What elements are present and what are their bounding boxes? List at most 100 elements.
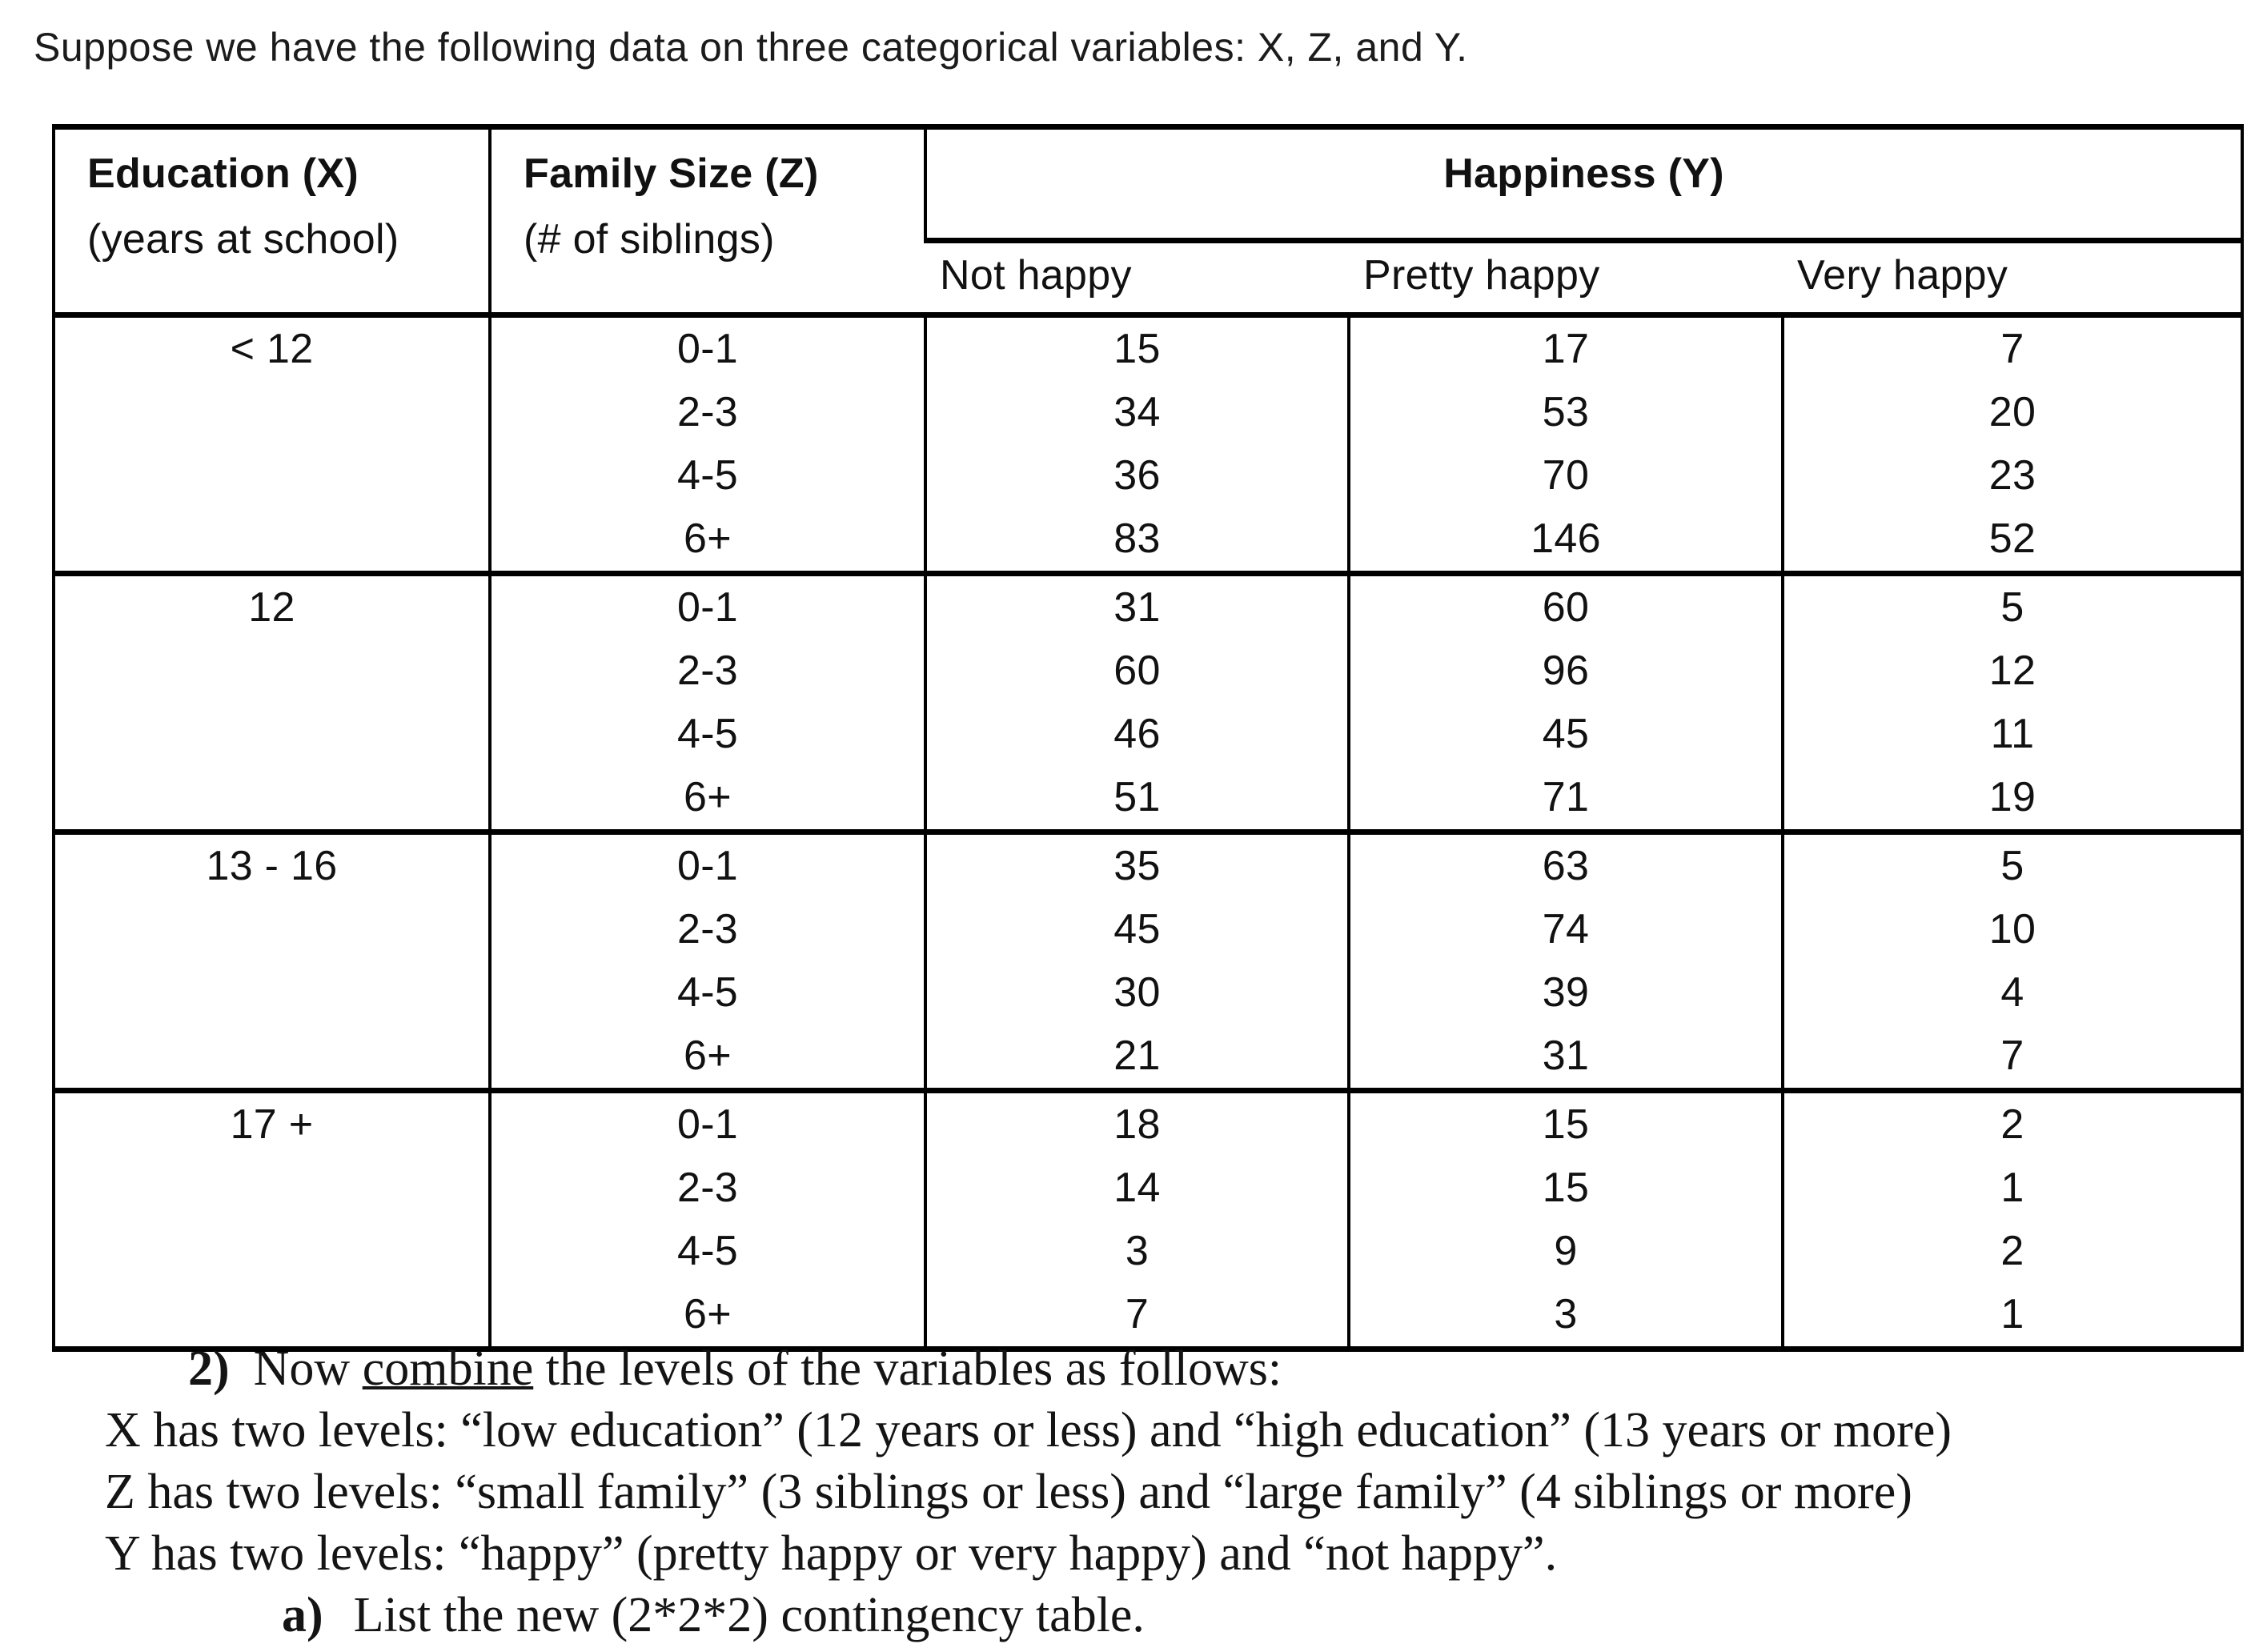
family-size-value: 2-3 xyxy=(676,1165,739,1211)
family-size-header-title: Family Size (Z) xyxy=(524,150,819,197)
family-size-value: 2-3 xyxy=(676,389,739,435)
count-value: 31 xyxy=(1542,1032,1590,1079)
count-value: 19 xyxy=(1988,774,2036,820)
count-value: 39 xyxy=(1542,969,1590,1016)
count-value: 63 xyxy=(1542,843,1590,889)
count-value: 146 xyxy=(1531,515,1601,562)
happiness-levels-row: Not happy Pretty happy Very happy xyxy=(54,240,2243,318)
education-value: < 12 xyxy=(230,326,314,372)
z-levels-line: Z has two levels: “small family” (3 sibl… xyxy=(105,1465,1912,1519)
count-value: 31 xyxy=(1113,584,1161,631)
count-value: 60 xyxy=(1542,584,1590,631)
pretty-happy-cell: 63 74 39 31 xyxy=(1347,832,1783,1093)
count-value: 14 xyxy=(1113,1165,1161,1211)
intro-text: Suppose we have the following data on th… xyxy=(34,25,1468,70)
happiness-header-cell: Happiness (Y) xyxy=(923,126,2243,243)
count-value: 45 xyxy=(1542,711,1590,757)
sub-item-text: List the new (2*2*2) contingency table. xyxy=(353,1588,1145,1642)
pretty-happy-cell: 17 53 70 146 xyxy=(1347,315,1783,576)
education-cell: 17 + xyxy=(54,1090,490,1352)
very-happy-cell: 2 1 2 1 xyxy=(1780,1090,2243,1352)
count-value: 30 xyxy=(1113,969,1161,1016)
family-size-value: 6+ xyxy=(684,1291,732,1337)
item-text-post: the levels of the variables as follows: xyxy=(533,1341,1282,1396)
count-value: 5 xyxy=(2000,584,2024,631)
count-value: 34 xyxy=(1113,389,1161,435)
education-value: 17 + xyxy=(230,1101,314,1148)
count-value: 7 xyxy=(1125,1291,1150,1337)
table-row-education-13-16: 13 - 16 0-1 2-3 4-5 6+ 35 45 30 21 63 74… xyxy=(54,832,2243,1093)
family-size-value: 6+ xyxy=(684,774,732,820)
pretty-happy-column-header: Pretty happy xyxy=(1349,240,1783,318)
family-size-value: 6+ xyxy=(684,1032,732,1079)
count-value: 2 xyxy=(2000,1101,2024,1148)
count-value: 35 xyxy=(1113,843,1161,889)
count-value: 9 xyxy=(1554,1228,1578,1274)
family-size-value: 6+ xyxy=(684,515,732,562)
family-size-value: 0-1 xyxy=(676,326,739,372)
y-levels-line: Y has two levels: “happy” (pretty happy … xyxy=(105,1526,1558,1581)
family-size-header-subtitle: (# of siblings) xyxy=(524,216,775,263)
sub-item-label: a) xyxy=(282,1588,323,1642)
count-value: 1 xyxy=(2000,1165,2024,1211)
education-cell: < 12 xyxy=(54,315,490,576)
count-value: 74 xyxy=(1542,906,1590,952)
contingency-table: Education (X) (years at school) Family S… xyxy=(52,124,2245,1352)
problem-text-block: 2) Now combine the levels of the variable… xyxy=(0,1338,2251,1646)
count-value: 20 xyxy=(1988,389,2036,435)
combine-underlined-word: combine xyxy=(362,1341,534,1396)
very-happy-cell: 5 12 11 19 xyxy=(1780,573,2243,835)
happiness-header-title: Happiness (Y) xyxy=(1443,150,1724,197)
count-value: 4 xyxy=(2000,969,2024,1016)
family-size-value: 4-5 xyxy=(676,969,739,1016)
education-header-cell: Education (X) (years at school) xyxy=(54,126,490,318)
family-size-cell: 0-1 2-3 4-5 6+ xyxy=(488,832,925,1093)
education-header-subtitle: (years at school) xyxy=(87,216,399,263)
count-value: 10 xyxy=(1988,906,2036,952)
education-cell: 13 - 16 xyxy=(54,832,490,1093)
family-size-value: 4-5 xyxy=(676,711,739,757)
count-value: 23 xyxy=(1988,452,2036,499)
education-value: 12 xyxy=(248,584,295,631)
table-row-education-lt12: < 12 0-1 2-3 4-5 6+ 15 34 36 83 17 53 70 xyxy=(54,315,2243,576)
count-value: 5 xyxy=(2000,843,2024,889)
education-value: 13 - 16 xyxy=(206,843,338,889)
x-levels-line: X has two levels: “low education” (12 ye… xyxy=(105,1403,1952,1458)
count-value: 45 xyxy=(1113,906,1161,952)
count-value: 3 xyxy=(1554,1291,1578,1337)
pretty-happy-cell: 15 15 9 3 xyxy=(1347,1090,1783,1352)
count-value: 17 xyxy=(1542,326,1590,372)
count-value: 83 xyxy=(1113,515,1161,562)
not-happy-cell: 18 14 3 7 xyxy=(924,1090,1349,1352)
count-value: 3 xyxy=(1125,1228,1150,1274)
not-happy-cell: 15 34 36 83 xyxy=(924,315,1349,576)
count-value: 2 xyxy=(2000,1228,2024,1274)
not-happy-cell: 31 60 46 51 xyxy=(924,573,1349,835)
family-size-cell: 0-1 2-3 4-5 6+ xyxy=(488,1090,925,1352)
count-value: 70 xyxy=(1542,452,1590,499)
not-happy-column-header: Not happy xyxy=(925,240,1349,318)
very-happy-column-header: Very happy xyxy=(1783,240,2243,318)
not-happy-cell: 35 45 30 21 xyxy=(924,832,1349,1093)
family-size-value: 4-5 xyxy=(676,1228,739,1274)
count-value: 21 xyxy=(1113,1032,1161,1079)
count-value: 71 xyxy=(1542,774,1590,820)
pretty-happy-cell: 60 96 45 71 xyxy=(1347,573,1783,835)
family-size-value: 4-5 xyxy=(676,452,739,499)
family-size-value: 0-1 xyxy=(676,843,739,889)
family-size-header-cell: Family Size (Z) (# of siblings) xyxy=(488,126,925,318)
family-size-cell: 0-1 2-3 4-5 6+ xyxy=(488,573,925,835)
count-value: 96 xyxy=(1542,648,1590,694)
count-value: 1 xyxy=(2000,1291,2024,1337)
family-size-value: 0-1 xyxy=(676,1101,739,1148)
education-cell: 12 xyxy=(54,573,490,835)
count-value: 15 xyxy=(1542,1165,1590,1211)
very-happy-cell: 5 10 4 7 xyxy=(1780,832,2243,1093)
family-size-cell: 0-1 2-3 4-5 6+ xyxy=(488,315,925,576)
count-value: 46 xyxy=(1113,711,1161,757)
table-header-row: Education (X) (years at school) Family S… xyxy=(54,126,2243,318)
item-text-pre: Now xyxy=(253,1341,363,1396)
count-value: 11 xyxy=(1990,711,2035,757)
count-value: 51 xyxy=(1113,774,1161,820)
table-container: Education (X) (years at school) Family S… xyxy=(52,124,2245,1352)
